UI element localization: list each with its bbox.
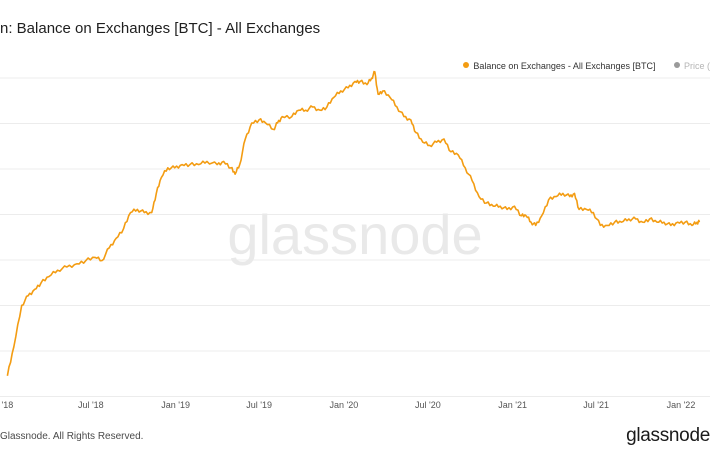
- glassnode-logo: glassnode: [626, 425, 710, 446]
- x-tick-label: Jul '21: [583, 400, 609, 410]
- x-tick-label: Jan '19: [161, 400, 190, 410]
- x-axis-ticks: '18 Jul '18 Jan '19 Jul '19 Jan '20 Jul '20 Ja…: [2, 400, 696, 410]
- legend-dot-price: [673, 62, 680, 68]
- copyright-text: Glassnode. All Rights Reserved.: [0, 431, 144, 442]
- legend-item-price[interactable]: Price (: [673, 61, 710, 71]
- legend-item-balance[interactable]: Balance on Exchanges - All Exchanges [BT…: [463, 61, 655, 71]
- legend-dot-balance: [463, 62, 470, 68]
- x-tick-label: Jul '18: [78, 400, 104, 410]
- x-tick-label: Jul '19: [246, 400, 272, 410]
- x-tick-label: Jul '20: [415, 400, 441, 410]
- watermark-text: glassnode: [227, 203, 482, 266]
- legend: Balance on Exchanges - All Exchanges [BT…: [447, 61, 710, 71]
- x-tick-label: Jan '21: [498, 400, 527, 410]
- chart-title: n: Balance on Exchanges [BTC] - All Exch…: [0, 20, 321, 37]
- legend-label-balance: Balance on Exchanges - All Exchanges [BT…: [473, 61, 656, 71]
- series-line-balance: [6, 70, 701, 376]
- x-tick-label: Jan '20: [330, 400, 359, 410]
- legend-label-price: Price (: [683, 61, 710, 71]
- gridlines: [0, 77, 710, 397]
- x-tick-label: Jan '22: [667, 400, 696, 410]
- x-tick-label: '18: [2, 400, 14, 410]
